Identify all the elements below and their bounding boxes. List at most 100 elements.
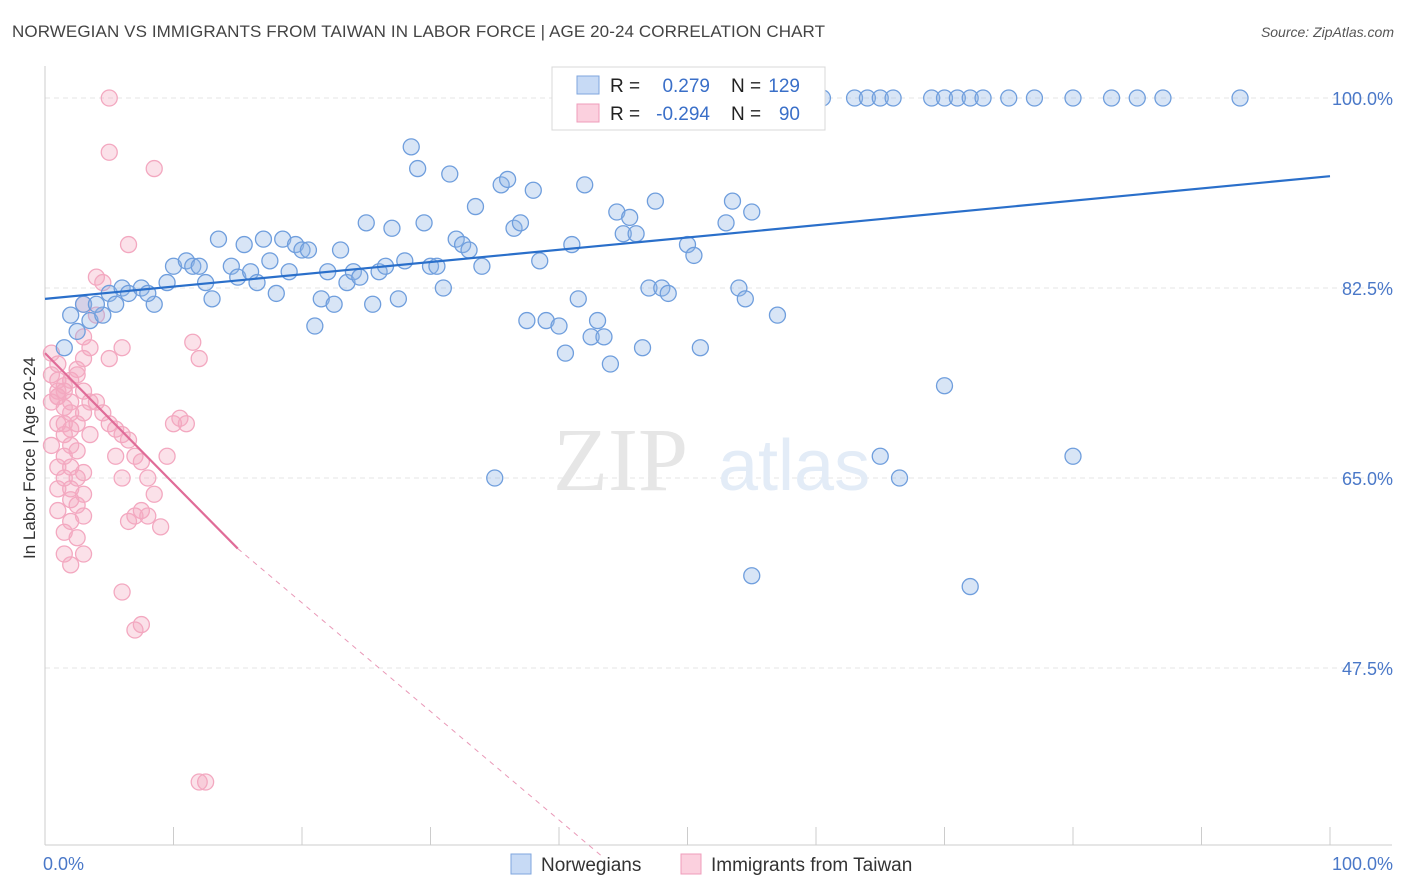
taiwan-point — [100, 89, 118, 107]
taiwan-points — [42, 89, 215, 791]
norwegian-point — [550, 317, 568, 335]
taiwan-point — [151, 518, 170, 536]
norwegian-point — [396, 252, 414, 270]
norwegian-point — [845, 89, 864, 107]
norwegian-point — [768, 306, 787, 324]
norwegian-point — [402, 138, 420, 156]
norwegian-point — [441, 165, 459, 183]
taiwan-point — [74, 404, 93, 422]
y-tick-label: 82.5% — [1342, 279, 1393, 299]
legend-n-label-2: N = — [731, 104, 761, 125]
norwegian-point — [1064, 447, 1082, 465]
taiwan-point — [62, 556, 80, 574]
norwegian-point — [267, 284, 285, 303]
norwegian-point — [518, 311, 536, 330]
taiwan-point — [68, 360, 86, 379]
taiwan-point — [145, 485, 163, 503]
taiwan-trend-line — [44, 352, 239, 550]
axes — [44, 66, 1392, 846]
taiwan-point — [74, 507, 93, 525]
taiwan-point — [55, 469, 73, 487]
taiwan-point — [139, 469, 157, 487]
norwegian-point — [556, 344, 575, 362]
norwegian-point — [1231, 89, 1249, 107]
y-tick-labels: 47.5% 65.0% 82.5% 100.0% — [1332, 89, 1393, 679]
norwegian-point — [94, 306, 112, 324]
legend-n-value-1: 129 — [768, 76, 800, 97]
taiwan-point — [42, 436, 61, 455]
norwegian-point — [531, 252, 549, 270]
norwegian-point — [280, 263, 298, 281]
taiwan-point — [81, 425, 99, 444]
taiwan-point — [55, 415, 73, 433]
taiwan-point — [49, 387, 67, 406]
norwegian-point — [717, 214, 735, 232]
norwegian-point — [364, 295, 382, 313]
taiwan-point — [55, 545, 73, 563]
grid-lines — [45, 97, 1392, 669]
taiwan-point — [119, 431, 138, 449]
legend-r-label-2: R = — [610, 104, 640, 125]
series-label-norwegians: Norwegians — [541, 855, 641, 876]
legend-r-value-1: 0.279 — [662, 76, 710, 97]
norwegian-point — [389, 290, 408, 308]
series-swatch-norwegians — [510, 853, 532, 875]
y-axis-label: In Labor Force | Age 20-24 — [20, 357, 39, 559]
norwegian-point — [723, 192, 742, 210]
norwegian-point — [537, 311, 555, 330]
norwegian-point — [730, 279, 748, 297]
taiwan-point — [87, 393, 106, 411]
taiwan-point — [55, 447, 73, 465]
taiwan-point — [132, 453, 151, 471]
taiwan-point — [139, 507, 157, 525]
norwegian-point — [743, 203, 761, 221]
legend-swatch-blue — [576, 75, 600, 95]
y-tick-label: 47.5% — [1342, 659, 1393, 679]
norwegian-point — [274, 230, 292, 248]
taiwan-point — [49, 458, 67, 476]
norwegian-point — [312, 290, 330, 308]
norwegian-point — [576, 176, 594, 194]
taiwan-point — [49, 415, 67, 433]
norwegian-point — [473, 257, 491, 275]
norwegian-point — [601, 355, 620, 373]
taiwan-point — [132, 615, 151, 634]
stats-legend: R = 0.279 N = 129 R = -0.294 N = 90 — [551, 66, 826, 131]
taiwan-point — [190, 349, 208, 368]
norwegian-point — [858, 89, 877, 107]
norwegian-point — [1064, 89, 1082, 107]
taiwan-point — [62, 458, 80, 476]
x-tick-label-min: 0.0% — [43, 854, 84, 874]
taiwan-point — [49, 501, 67, 520]
taiwan-point — [190, 773, 208, 791]
norwegian-point — [254, 230, 273, 248]
taiwan-point — [68, 366, 86, 384]
norwegian-point — [383, 219, 401, 237]
series-label-taiwan: Immigrants from Taiwan — [711, 855, 912, 876]
y-tick-label: 100.0% — [1332, 89, 1393, 109]
norwegian-point — [935, 377, 954, 395]
norwegian-point — [293, 241, 311, 259]
norwegian-point — [107, 295, 125, 313]
norwegian-point — [659, 284, 677, 303]
norwegian-point — [209, 230, 228, 248]
norwegian-point — [1102, 89, 1121, 107]
watermark-atlas: atlas — [718, 426, 870, 506]
norwegian-point — [524, 181, 542, 199]
norwegian-point — [871, 447, 889, 465]
norwegian-point — [68, 322, 86, 341]
norwegian-point — [87, 295, 106, 313]
norwegian-point — [614, 225, 632, 243]
taiwan-point — [87, 268, 106, 286]
norwegian-point — [974, 89, 992, 107]
source-label: Source: ZipAtlas.com — [1260, 24, 1394, 40]
norwegian-point — [261, 252, 279, 270]
taiwan-point — [184, 333, 202, 351]
norwegian-point — [691, 339, 709, 357]
norwegian-point — [299, 241, 318, 259]
taiwan-point — [62, 512, 80, 531]
taiwan-point — [81, 339, 99, 357]
taiwan-point — [81, 393, 99, 411]
norwegian-point — [569, 290, 587, 308]
